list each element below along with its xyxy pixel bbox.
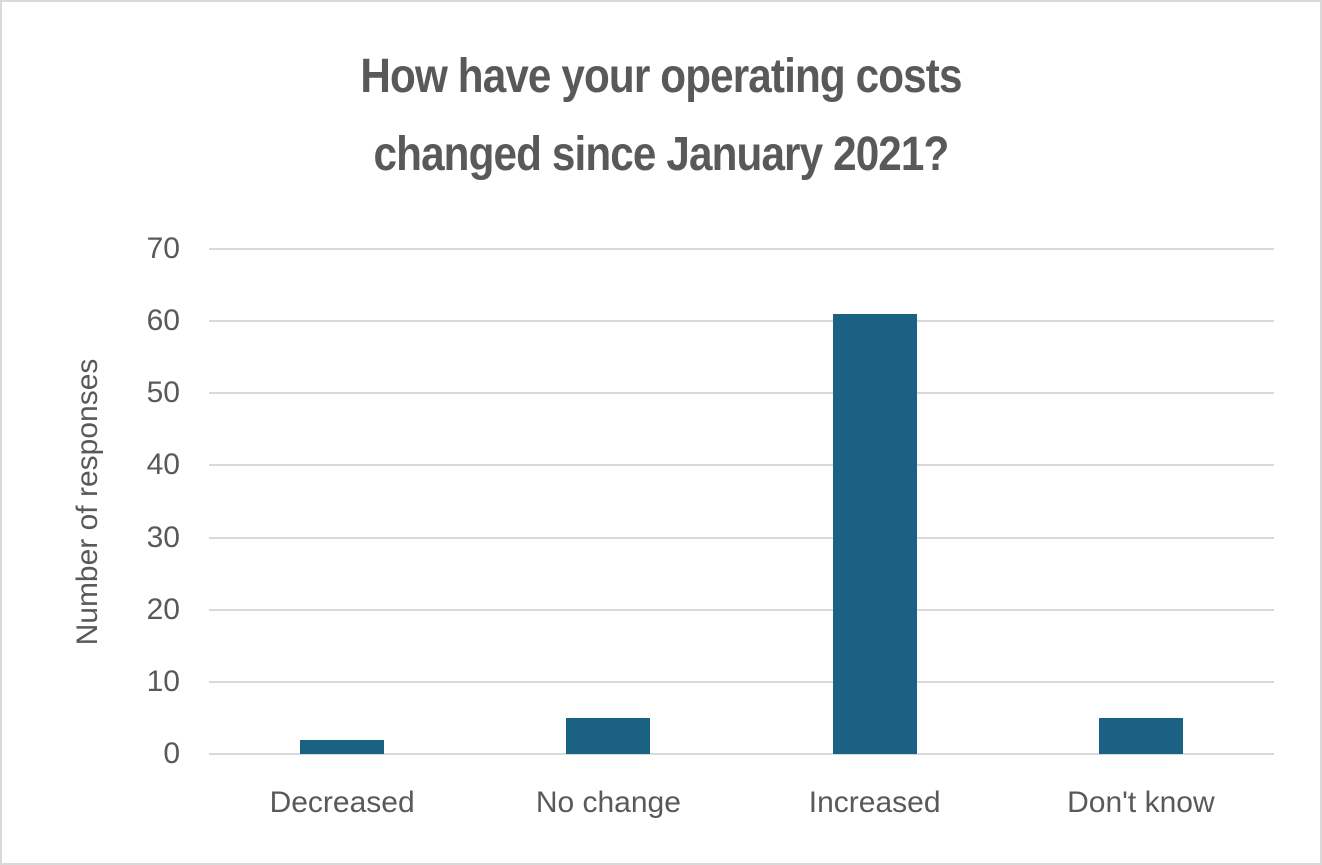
y-tick-label-20: 20 — [146, 592, 180, 626]
gridline-70 — [209, 248, 1274, 250]
gridline-30 — [209, 536, 1274, 539]
plot-area — [209, 248, 1274, 755]
chart-title-line-2: changed since January 2021? — [373, 128, 950, 181]
y-tick-label-60: 60 — [146, 304, 180, 338]
y-axis-ticks: 0 10 20 30 40 50 60 70 — [2, 234, 180, 769]
gridline-10 — [209, 680, 1274, 683]
bar-no-change — [566, 717, 651, 754]
y-tick-label-30: 30 — [146, 520, 180, 554]
y-tick-label-0: 0 — [163, 737, 180, 770]
gridline-60 — [209, 320, 1274, 323]
gridline-50 — [209, 392, 1274, 395]
y-tick-label-70: 70 — [146, 232, 180, 265]
gridline-40 — [209, 464, 1274, 467]
chart-title: How have your operating costs changed si… — [81, 38, 1241, 194]
x-category-label-no-change: No change — [535, 786, 681, 819]
gridline-20 — [209, 608, 1274, 611]
chart-title-line-1: How have your operating costs — [360, 50, 962, 103]
x-category-label-don-t-know: Don't know — [1067, 786, 1215, 819]
x-category-label-increased: Increased — [808, 786, 941, 819]
y-tick-label-40: 40 — [146, 448, 180, 482]
y-tick-label-50: 50 — [146, 376, 180, 410]
x-axis-labels: Decreased No change Increased Don't know — [209, 786, 1274, 820]
x-category-label-decreased: Decreased — [269, 786, 415, 819]
bar-don-t-know — [1098, 717, 1183, 754]
bar-increased — [832, 313, 917, 754]
gridline-0 — [209, 753, 1274, 755]
y-tick-label-10: 10 — [146, 664, 180, 698]
bar-decreased — [300, 739, 385, 754]
